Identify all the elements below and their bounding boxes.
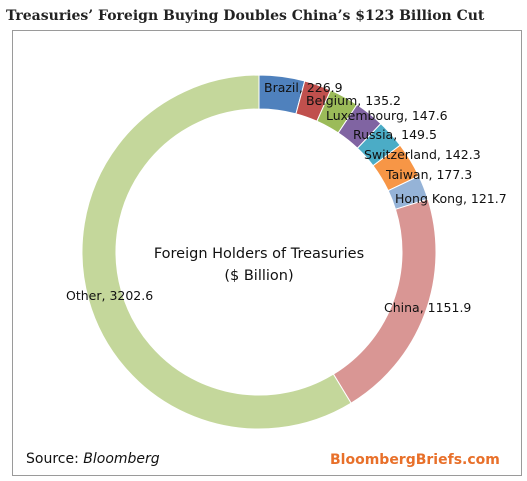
source-name: Bloomberg (83, 451, 160, 467)
slice-label-switzerland: Switzerland, 142.3 (364, 147, 481, 162)
source-prefix: Source: (26, 451, 84, 467)
center-label-unit: ($ Billion) (224, 268, 293, 284)
slice-label-russia: Russia, 149.5 (353, 127, 437, 142)
slice-label-luxembourg: Luxembourg, 147.6 (326, 108, 448, 123)
slice-label-china: China, 1151.9 (384, 300, 471, 315)
source-note: Source: Bloomberg (26, 451, 160, 467)
slice-label-taiwan: Taiwan, 177.3 (385, 167, 472, 182)
center-label-title: Foreign Holders of Treasuries (154, 246, 364, 262)
slice-other (81, 74, 352, 430)
slice-label-brazil: Brazil, 226.9 (264, 80, 343, 95)
slice-label-other: Other, 3202.6 (66, 288, 153, 303)
slice-label-belgium: Belgium, 135.2 (306, 93, 401, 108)
brand-watermark: BloombergBriefs.com (330, 452, 500, 468)
slice-label-hong-kong: Hong Kong, 121.7 (395, 191, 507, 206)
chart-title: Treasuries’ Foreign Buying Doubles China… (6, 8, 485, 24)
